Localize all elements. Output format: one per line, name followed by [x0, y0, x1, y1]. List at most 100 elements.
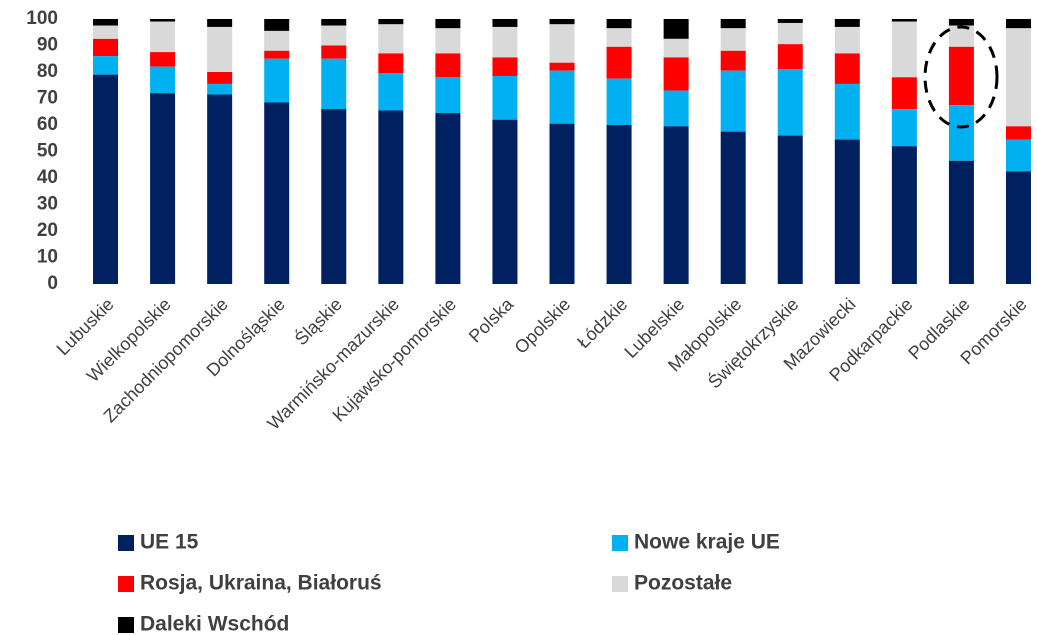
- bar-segment: [492, 26, 518, 58]
- x-tick-label: Opolskie: [511, 294, 575, 358]
- bar-segment: [720, 131, 746, 284]
- bar-segment: [1005, 28, 1031, 127]
- bar-segment: [93, 38, 119, 57]
- bar-segment: [378, 53, 404, 74]
- bar-segment: [264, 58, 290, 103]
- bar-segment: [150, 21, 176, 53]
- legend-label: Nowe kraje UE: [634, 531, 780, 554]
- bar-segment: [891, 109, 917, 147]
- bar-segment: [93, 25, 119, 39]
- bar-segment: [663, 90, 689, 127]
- bar-segment: [549, 123, 575, 284]
- bar-segment: [663, 19, 689, 39]
- bar-segment: [492, 19, 518, 27]
- bar-segment: [207, 94, 233, 285]
- y-tick-label: 100: [26, 8, 58, 29]
- bar-segment: [435, 28, 461, 54]
- bar-segment: [606, 78, 632, 125]
- bar-segment: [378, 19, 404, 25]
- y-tick-label: 60: [37, 114, 58, 135]
- y-tick-label: 50: [37, 141, 58, 162]
- x-tick-label: Łódzkie: [573, 294, 631, 352]
- bar-segment: [606, 125, 632, 284]
- bar-segment: [606, 19, 632, 29]
- x-tick-label: Śląskie: [290, 293, 346, 349]
- bar-segment: [207, 26, 233, 72]
- bar-segment: [948, 160, 974, 284]
- bar-segment: [264, 102, 290, 284]
- bar-segment: [549, 62, 575, 71]
- bar-segment: [1005, 171, 1031, 284]
- bar-segment: [777, 22, 803, 45]
- bar-segment: [663, 57, 689, 91]
- bar-segment: [720, 50, 746, 71]
- bar-segment: [948, 46, 974, 106]
- bar-segment: [264, 50, 290, 59]
- legend-label: Pozostałe: [634, 572, 732, 595]
- y-tick-label: 0: [47, 273, 58, 294]
- bar-segment: [150, 66, 176, 94]
- bar-segment: [321, 25, 347, 46]
- bar-segment: [1005, 126, 1031, 140]
- bar-segment: [834, 139, 860, 284]
- legend-swatch: [118, 617, 134, 633]
- y-tick-label: 40: [37, 167, 58, 188]
- bar-segment: [150, 19, 176, 22]
- bar-segment: [492, 57, 518, 76]
- bar-segment: [207, 19, 233, 27]
- bar-segment: [264, 19, 290, 31]
- bar-segment: [207, 83, 233, 95]
- bar-segment: [207, 72, 233, 84]
- legend-swatch: [118, 576, 134, 592]
- bar-segment: [948, 25, 974, 47]
- bar-segment: [549, 70, 575, 124]
- bar-segment: [606, 46, 632, 79]
- y-tick-label: 90: [37, 35, 58, 56]
- x-tick-label: Polska: [465, 293, 518, 346]
- bar-segment: [321, 19, 347, 26]
- bar-segment: [549, 19, 575, 25]
- bar-segment: [834, 26, 860, 54]
- bar-segment: [321, 58, 347, 110]
- bar-segment: [948, 105, 974, 161]
- bar-segment: [93, 74, 119, 285]
- bar-segment: [435, 77, 461, 114]
- bar-segment: [93, 56, 119, 75]
- bar-segment: [492, 75, 518, 120]
- bar-segment: [891, 77, 917, 110]
- bar-segment: [891, 146, 917, 284]
- bar-segment: [834, 19, 860, 27]
- bar-segment: [948, 19, 974, 26]
- legend-label: Daleki Wschód: [140, 613, 289, 635]
- bar-segment: [777, 135, 803, 284]
- bar-segment: [720, 28, 746, 51]
- bar-segment: [834, 83, 860, 140]
- bar-segment: [378, 110, 404, 284]
- y-tick-label: 30: [37, 194, 58, 215]
- bar-segment: [321, 109, 347, 284]
- legend-label: Rosja, Ukraina, Białoruś: [140, 572, 382, 595]
- bar-segment: [492, 119, 518, 284]
- bar-segment: [1005, 19, 1031, 29]
- bar-segment: [663, 126, 689, 284]
- legend-swatch: [612, 535, 628, 551]
- bar-segment: [891, 19, 917, 22]
- bar-segment: [1005, 139, 1031, 172]
- bar-segment: [777, 44, 803, 70]
- bar-segment: [378, 24, 404, 54]
- bar-segment: [549, 24, 575, 63]
- legend-swatch: [612, 576, 628, 592]
- bar-segment: [834, 53, 860, 84]
- bar-segment: [663, 38, 689, 58]
- bar-segment: [720, 70, 746, 132]
- y-tick-label: 20: [37, 220, 58, 241]
- y-tick-label: 10: [37, 247, 58, 268]
- bar-segment: [606, 28, 632, 47]
- bar-segment: [435, 53, 461, 78]
- bar-segment: [93, 19, 119, 26]
- bar-segment: [435, 113, 461, 284]
- bar-segment: [321, 45, 347, 59]
- legend-swatch: [118, 535, 134, 551]
- bar-segment: [777, 69, 803, 136]
